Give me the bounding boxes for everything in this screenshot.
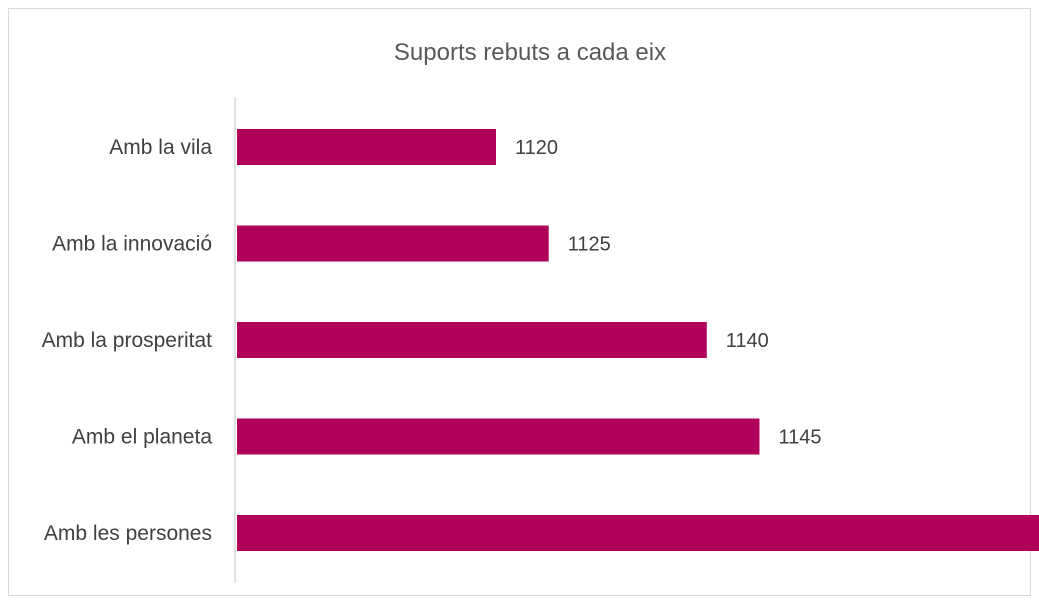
bar-0 — [237, 129, 496, 165]
chart-frame — [8, 8, 1031, 596]
bar-2 — [237, 322, 707, 358]
data-label: 1140 — [726, 330, 769, 352]
data-label: 1120 — [515, 137, 558, 159]
bar-4 — [237, 515, 1039, 551]
bars-layer: Amb la vila 1120 Amb la innovació 1125 Amb l… — [42, 129, 1039, 551]
chart-title: Suports rebuts a cada eix — [394, 39, 666, 66]
category-label: Amb la prosperitat — [42, 329, 213, 352]
bar-1 — [237, 225, 549, 262]
data-label: 1125 — [568, 234, 611, 256]
category-label: Amb el planeta — [72, 426, 212, 449]
bar-3 — [237, 418, 760, 455]
category-label: Amb les persones — [44, 522, 212, 545]
data-label: 1145 — [778, 427, 821, 449]
category-label: Amb la vila — [109, 136, 212, 159]
category-label: Amb la innovació — [52, 233, 212, 256]
